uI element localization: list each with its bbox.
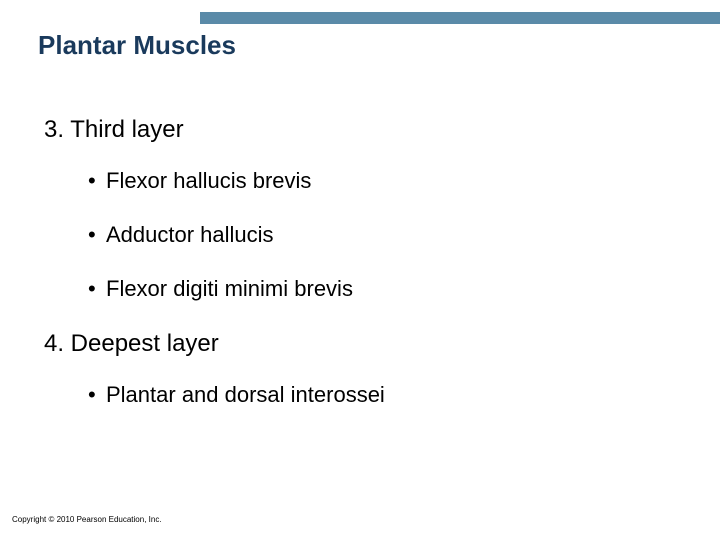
header-accent-bar — [200, 12, 720, 24]
bullet-text: Adductor hallucis — [106, 222, 274, 247]
bullet-item: •Plantar and dorsal interossei — [88, 382, 682, 408]
content-area: 3. Third layer •Flexor hallucis brevis •… — [38, 116, 682, 436]
bullet-icon: • — [88, 276, 106, 302]
bullet-item: •Flexor digiti minimi brevis — [88, 276, 682, 302]
copyright-text: Copyright © 2010 Pearson Education, Inc. — [12, 515, 162, 524]
bullet-text: Plantar and dorsal interossei — [106, 382, 385, 407]
bullet-item: •Flexor hallucis brevis — [88, 168, 682, 194]
bullet-item: •Adductor hallucis — [88, 222, 682, 248]
bullet-icon: • — [88, 168, 106, 194]
numbered-item-4: 4. Deepest layer — [44, 330, 682, 358]
bullet-icon: • — [88, 382, 106, 408]
numbered-item-3: 3. Third layer — [44, 116, 682, 144]
bullet-text: Flexor hallucis brevis — [106, 168, 311, 193]
bullet-text: Flexor digiti minimi brevis — [106, 276, 353, 301]
page-title: Plantar Muscles — [38, 30, 236, 61]
bullet-icon: • — [88, 222, 106, 248]
